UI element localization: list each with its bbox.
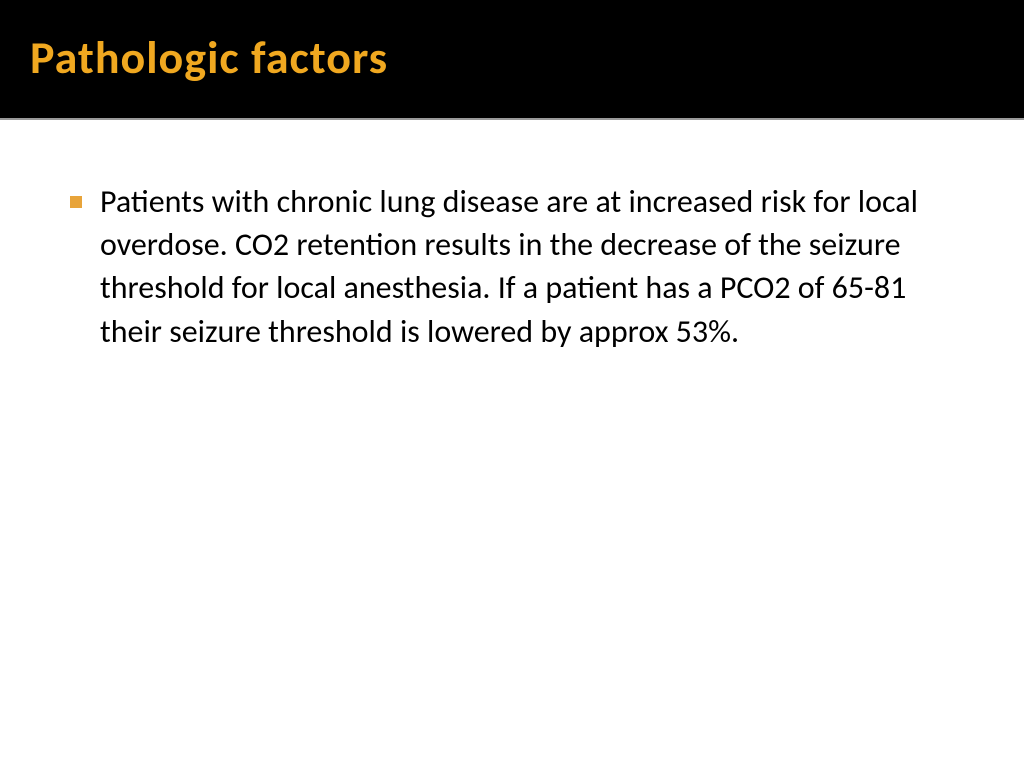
slide-header: Pathologic factors: [0, 0, 1024, 120]
slide-content: Patients with chronic lung disease are a…: [0, 120, 1024, 393]
bullet-item: Patients with chronic lung disease are a…: [70, 180, 964, 353]
bullet-text: Patients with chronic lung disease are a…: [100, 180, 964, 353]
bullet-marker-icon: [70, 196, 82, 208]
slide-title: Pathologic factors: [30, 30, 994, 86]
